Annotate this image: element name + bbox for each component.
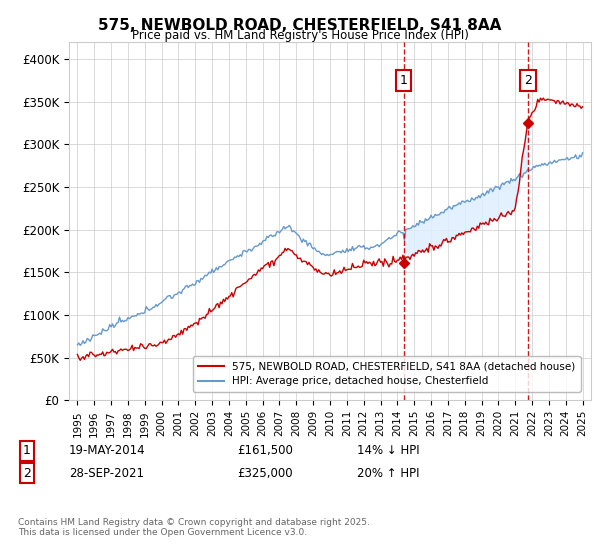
Text: 575, NEWBOLD ROAD, CHESTERFIELD, S41 8AA: 575, NEWBOLD ROAD, CHESTERFIELD, S41 8AA (98, 18, 502, 33)
Text: 28-SEP-2021: 28-SEP-2021 (69, 466, 144, 480)
Text: Contains HM Land Registry data © Crown copyright and database right 2025.
This d: Contains HM Land Registry data © Crown c… (18, 518, 370, 538)
Text: 2: 2 (524, 74, 532, 87)
Text: 2: 2 (23, 466, 31, 480)
Text: 20% ↑ HPI: 20% ↑ HPI (357, 466, 419, 480)
Text: Price paid vs. HM Land Registry's House Price Index (HPI): Price paid vs. HM Land Registry's House … (131, 29, 469, 42)
Text: £161,500: £161,500 (237, 444, 293, 458)
Text: 14% ↓ HPI: 14% ↓ HPI (357, 444, 419, 458)
Text: £325,000: £325,000 (237, 466, 293, 480)
Text: 19-MAY-2014: 19-MAY-2014 (69, 444, 146, 458)
Text: 1: 1 (400, 74, 407, 87)
Legend: 575, NEWBOLD ROAD, CHESTERFIELD, S41 8AA (detached house), HPI: Average price, d: 575, NEWBOLD ROAD, CHESTERFIELD, S41 8AA… (193, 356, 581, 391)
Text: 1: 1 (23, 444, 31, 458)
